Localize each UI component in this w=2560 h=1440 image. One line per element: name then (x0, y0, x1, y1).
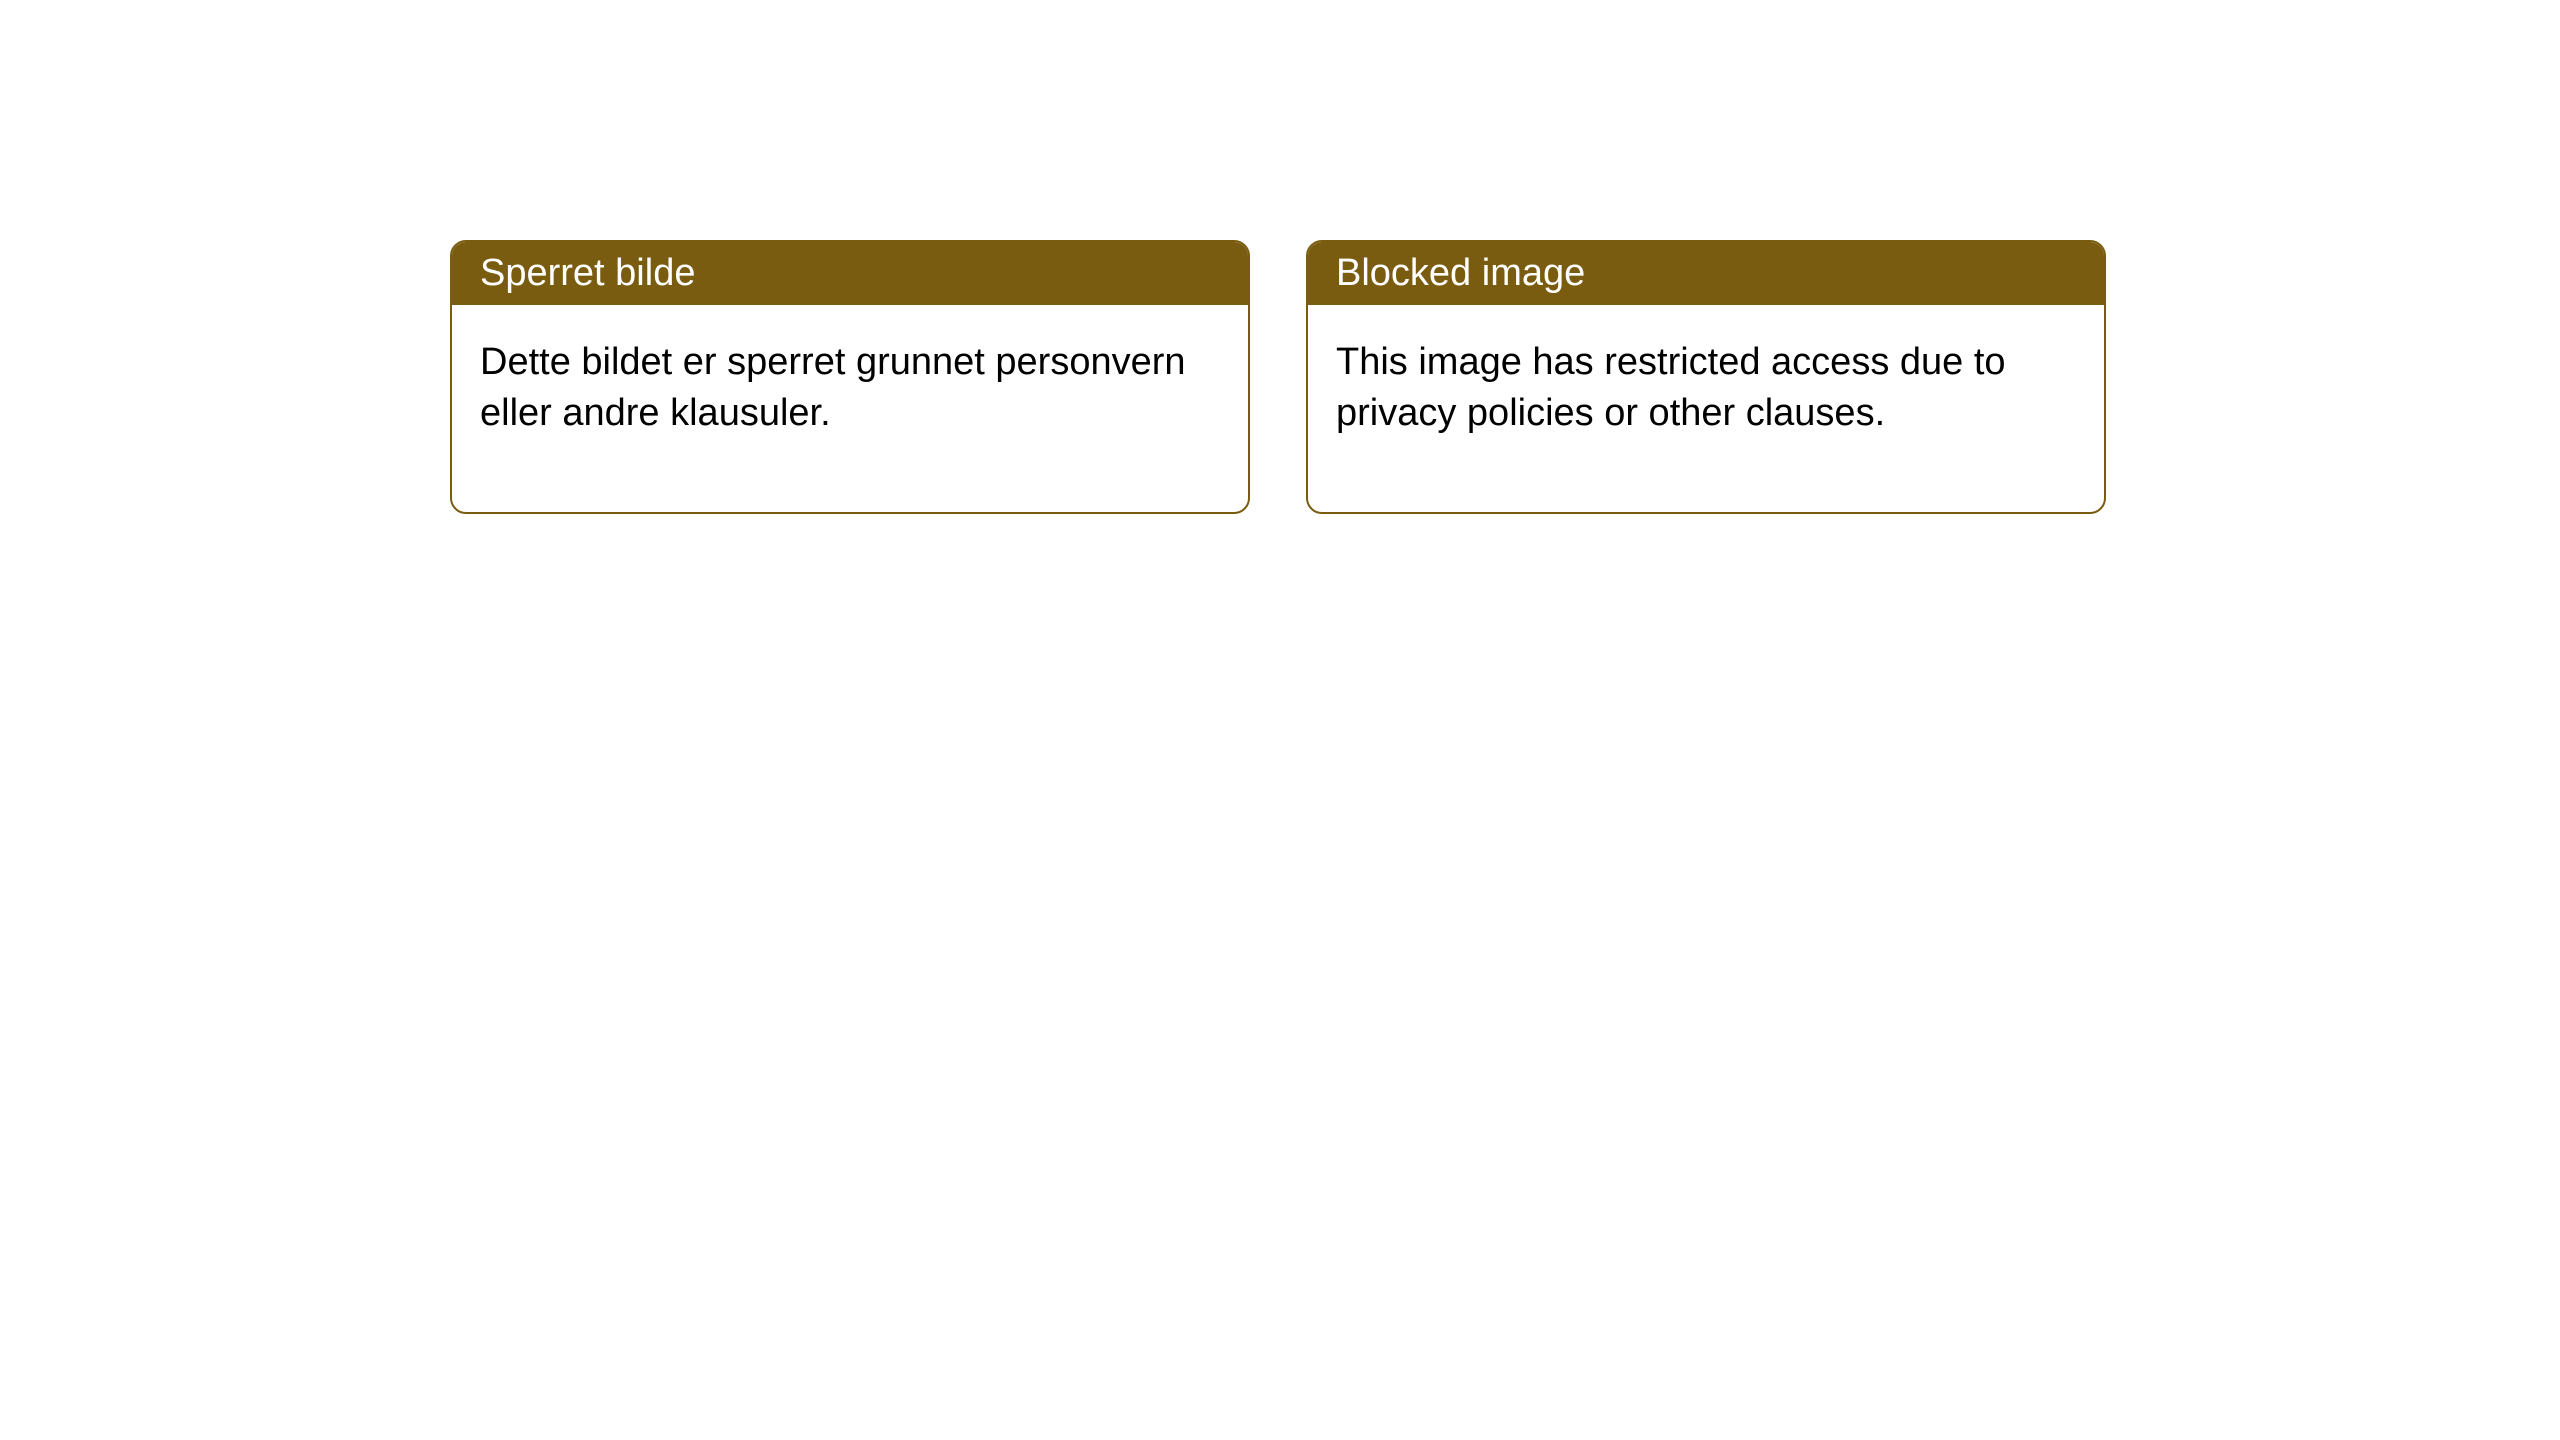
card-body-text: Dette bildet er sperret grunnet personve… (480, 341, 1186, 434)
notice-container: Sperret bilde Dette bildet er sperret gr… (0, 0, 2560, 514)
card-body: This image has restricted access due to … (1308, 305, 2104, 512)
blocked-image-card-en: Blocked image This image has restricted … (1306, 240, 2106, 514)
card-body: Dette bildet er sperret grunnet personve… (452, 305, 1248, 512)
blocked-image-card-no: Sperret bilde Dette bildet er sperret gr… (450, 240, 1250, 514)
card-title: Sperret bilde (480, 252, 695, 294)
card-title: Blocked image (1336, 252, 1585, 294)
card-body-text: This image has restricted access due to … (1336, 341, 2006, 434)
card-header: Sperret bilde (452, 242, 1248, 305)
card-header: Blocked image (1308, 242, 2104, 305)
